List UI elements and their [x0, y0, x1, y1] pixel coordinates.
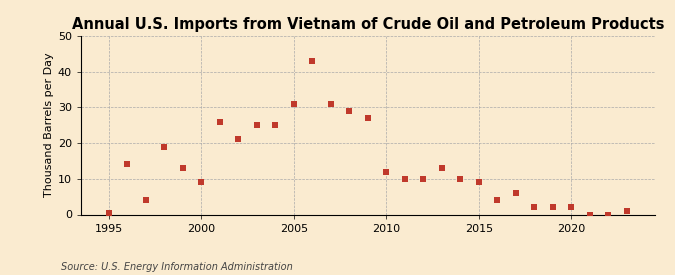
Point [233, 137, 244, 142]
Point [437, 166, 448, 170]
Point [400, 177, 410, 181]
Point [122, 162, 133, 167]
Y-axis label: Thousand Barrels per Day: Thousand Barrels per Day [44, 53, 54, 197]
Point [362, 116, 373, 120]
Point [510, 191, 521, 195]
Point [159, 144, 169, 149]
Point [325, 101, 336, 106]
Point [196, 180, 207, 185]
Point [215, 119, 225, 124]
Point [103, 211, 114, 215]
Point [270, 123, 281, 127]
Point [529, 205, 540, 210]
Point [585, 212, 595, 217]
Text: Source: U.S. Energy Information Administration: Source: U.S. Energy Information Administ… [61, 262, 292, 272]
Point [474, 180, 485, 185]
Point [566, 205, 577, 210]
Point [492, 198, 503, 202]
Title: Annual U.S. Imports from Vietnam of Crude Oil and Petroleum Products: Annual U.S. Imports from Vietnam of Crud… [72, 17, 664, 32]
Point [178, 166, 188, 170]
Point [140, 198, 151, 202]
Point [288, 101, 299, 106]
Point [547, 205, 558, 210]
Point [251, 123, 262, 127]
Point [622, 209, 632, 213]
Point [307, 59, 318, 63]
Point [455, 177, 466, 181]
Point [603, 212, 614, 217]
Point [344, 109, 355, 113]
Point [418, 177, 429, 181]
Point [381, 169, 392, 174]
